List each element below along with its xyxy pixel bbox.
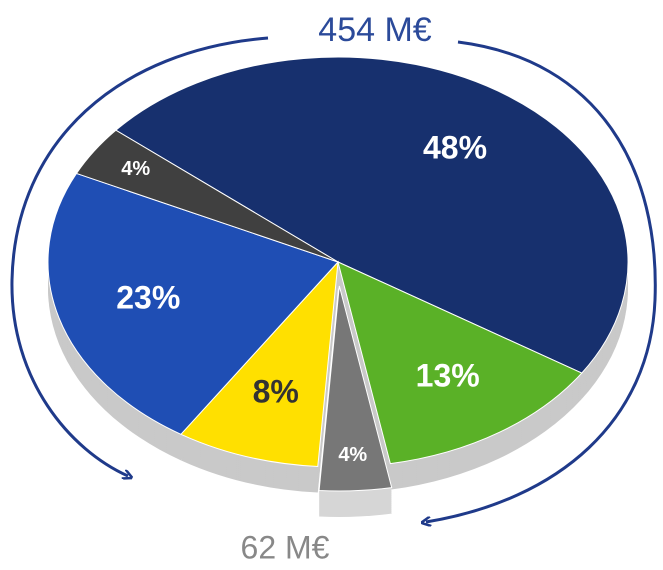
data-label: 4% xyxy=(121,158,150,180)
data-label: 4% xyxy=(338,444,367,466)
slice xyxy=(337,261,583,465)
pie: 48% 13% 4% 8% 23% 4% xyxy=(47,56,629,517)
slice xyxy=(75,129,339,263)
data-label: 8% xyxy=(253,374,299,410)
slice xyxy=(180,260,339,468)
slice xyxy=(114,56,629,374)
slice xyxy=(47,172,339,435)
annotation: 62 M€ xyxy=(241,529,330,565)
arrow xyxy=(10,36,269,476)
annotation: 454 M€ xyxy=(318,11,431,49)
arrow xyxy=(426,40,657,522)
slice xyxy=(318,285,393,492)
data-label: 48% xyxy=(423,129,487,165)
data-label: 13% xyxy=(416,357,480,393)
data-label: 23% xyxy=(116,279,180,315)
